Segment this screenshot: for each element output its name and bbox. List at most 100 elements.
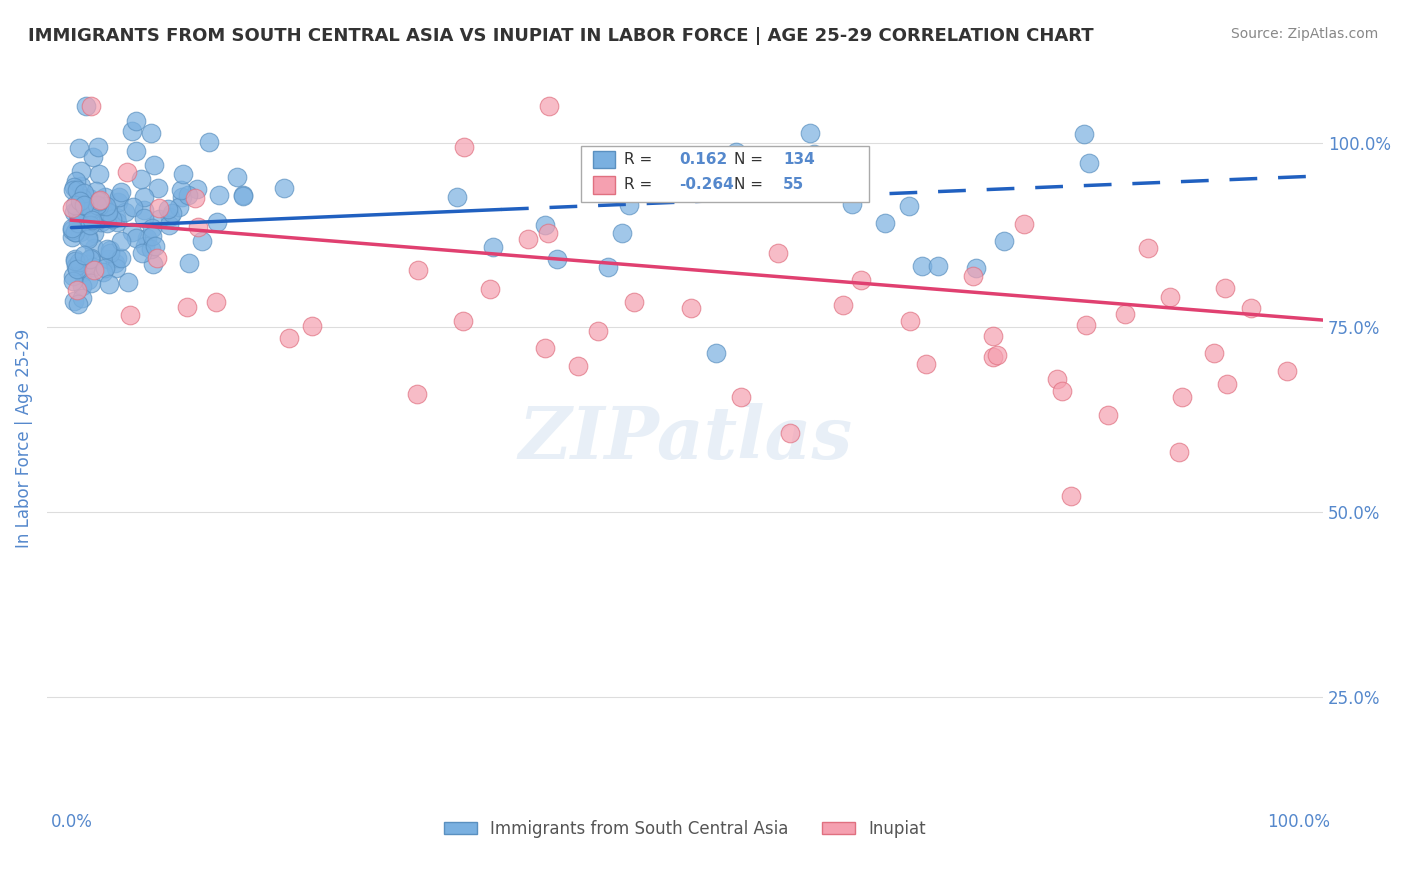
Point (96, 216, 118, 230)
Point (898, 314, 921, 328)
Point (79, 211, 101, 226)
Point (75, 98, 97, 112)
Point (160, 206, 183, 220)
Point (1216, 376, 1239, 391)
Point (108, 190, 131, 204)
Point (72, 279, 94, 293)
Point (72, 191, 94, 205)
Point (141, 229, 163, 244)
FancyBboxPatch shape (581, 146, 869, 202)
Text: R =: R = (624, 178, 652, 192)
Point (105, 211, 128, 225)
Point (87, 140, 110, 154)
Point (134, 239, 156, 253)
Point (84, 184, 107, 198)
Point (141, 220, 163, 235)
Point (91, 265, 114, 279)
Point (80, 277, 103, 291)
Point (612, 226, 634, 240)
Point (77, 232, 100, 246)
Point (1240, 301, 1263, 315)
Point (73, 248, 96, 262)
Point (1168, 445, 1191, 459)
Point (62, 274, 84, 288)
Text: N =: N = (734, 152, 763, 167)
Point (232, 188, 254, 202)
Y-axis label: In Labor Force | Age 25-29: In Labor Force | Age 25-29 (15, 329, 32, 548)
Point (981, 328, 1004, 343)
Point (517, 232, 540, 246)
Text: ZIPatlas: ZIPatlas (517, 403, 852, 474)
Point (131, 246, 153, 260)
Point (534, 341, 557, 355)
Point (83, 226, 105, 240)
Point (110, 185, 132, 199)
Point (66, 212, 89, 227)
Point (278, 331, 301, 345)
Point (273, 181, 295, 195)
Point (110, 234, 132, 248)
Point (69, 164, 91, 178)
Point (145, 251, 167, 265)
Point (965, 261, 987, 276)
Point (301, 318, 323, 333)
Point (1213, 280, 1236, 294)
Point (70, 213, 93, 227)
Point (124, 113, 146, 128)
Point (82, 150, 104, 164)
Point (875, 216, 897, 230)
Point (67, 141, 90, 155)
Point (911, 259, 934, 273)
Point (118, 308, 141, 322)
Point (60, 222, 83, 236)
Point (79, 218, 101, 232)
Point (177, 188, 200, 202)
Point (63, 293, 86, 308)
Point (453, 140, 475, 154)
Text: 55: 55 (783, 178, 804, 192)
Point (172, 168, 194, 182)
Point (139, 242, 162, 256)
Point (546, 252, 568, 266)
Point (79, 252, 101, 266)
Point (406, 263, 429, 277)
Point (76, 205, 98, 219)
Point (1078, 156, 1101, 170)
Point (586, 325, 609, 339)
Point (80, 251, 103, 265)
Point (79, 202, 101, 216)
Point (481, 239, 503, 253)
Point (94, 189, 117, 203)
Point (779, 425, 801, 440)
Point (157, 202, 180, 216)
Point (62, 183, 84, 197)
Point (132, 190, 155, 204)
Point (598, 260, 620, 275)
Point (1275, 364, 1298, 378)
Point (66, 262, 89, 277)
Point (232, 188, 254, 202)
Point (208, 187, 231, 202)
Point (89, 193, 111, 207)
Point (60, 221, 83, 235)
Point (80, 202, 103, 217)
Point (803, 147, 825, 161)
Point (730, 390, 752, 404)
Point (89, 167, 111, 181)
Point (962, 269, 984, 284)
Point (62, 230, 84, 244)
Point (451, 313, 474, 327)
Point (117, 275, 139, 289)
Point (63, 252, 86, 266)
Point (66, 297, 89, 311)
Point (72, 265, 94, 279)
Point (538, 98, 561, 112)
Point (1114, 307, 1136, 321)
Point (65, 198, 87, 212)
Text: 0.162: 0.162 (679, 152, 727, 167)
Point (129, 171, 152, 186)
Point (87, 194, 110, 209)
Point (96, 205, 118, 219)
Point (115, 165, 138, 179)
Text: 134: 134 (783, 152, 815, 167)
